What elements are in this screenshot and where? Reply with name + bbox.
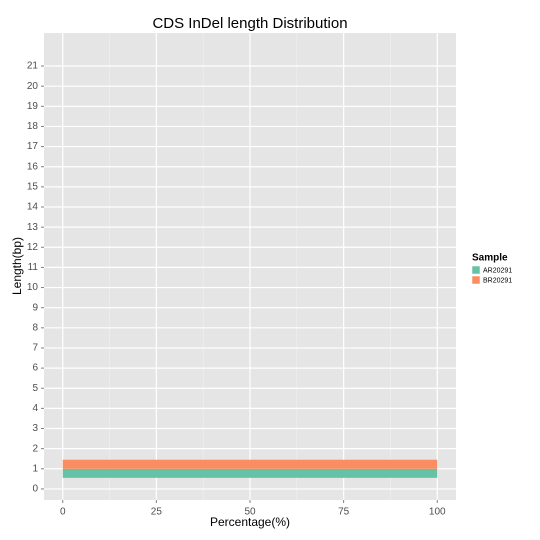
legend-label: AR20291	[483, 267, 512, 274]
y-tick-label: 21	[27, 61, 39, 72]
y-tick-label: 8	[32, 322, 38, 333]
legend-swatch	[471, 265, 481, 275]
y-tick-label: 7	[32, 343, 38, 354]
y-tick-label: 19	[27, 101, 39, 112]
y-tick-label: 11	[28, 262, 39, 273]
legend-title: Sample	[472, 253, 508, 264]
x-tick-label: 75	[338, 507, 350, 518]
y-tick-label: 16	[27, 161, 39, 172]
y-tick-label: 15	[27, 181, 39, 192]
y-tick-label: 5	[32, 383, 38, 394]
y-tick-label: 12	[27, 242, 39, 253]
y-tick-label: 6	[32, 363, 38, 374]
y-tick-label: 4	[32, 403, 38, 414]
y-tick-label: 20	[27, 81, 39, 92]
bar	[62, 468, 438, 478]
legend-swatch	[471, 275, 481, 285]
x-tick-label: 0	[60, 507, 66, 518]
y-tick-label: 3	[32, 423, 38, 434]
y-tick-label: 14	[27, 202, 39, 213]
y-tick-label: 13	[27, 222, 39, 233]
x-axis-label: Percentage(%)	[210, 515, 290, 529]
y-axis-label: Length(bp)	[10, 237, 24, 295]
y-tick-label: 1	[32, 463, 38, 474]
x-tick-label: 50	[244, 507, 256, 518]
y-tick-label: 17	[27, 141, 39, 152]
y-tick-label: 2	[32, 443, 38, 454]
legend-label: BR20291	[483, 277, 512, 284]
y-tick-label: 9	[32, 302, 38, 313]
bar	[62, 459, 438, 469]
y-tick-label: 10	[27, 282, 39, 293]
x-tick-label: 25	[151, 507, 163, 518]
chart-title: CDS InDel length Distribution	[152, 15, 347, 32]
y-tick-label: 0	[32, 484, 38, 495]
x-tick-label: 100	[429, 507, 446, 518]
y-tick-label: 18	[27, 121, 39, 132]
